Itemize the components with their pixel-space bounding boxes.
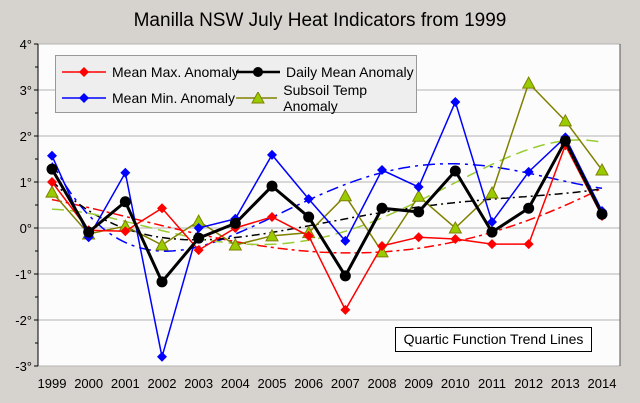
series-line: [51, 143, 603, 312]
data-point: [193, 232, 205, 244]
data-point: [46, 163, 58, 175]
data-point: [411, 189, 426, 202]
data-point: [303, 230, 314, 241]
data-point: [339, 270, 351, 282]
data-point: [193, 245, 204, 256]
data-point: [377, 165, 387, 176]
legend-item: Daily Mean Anomaly: [236, 61, 414, 83]
x-tick-label: 2013: [551, 376, 580, 391]
data-point: [596, 208, 608, 220]
x-tick-label: 2009: [404, 376, 433, 391]
data-point: [120, 167, 131, 178]
data-point: [338, 188, 353, 202]
data-point: [303, 211, 315, 223]
x-tick-label: 2012: [514, 376, 543, 391]
data-point: [595, 162, 609, 176]
data-point: [157, 351, 167, 362]
data-point: [413, 232, 424, 243]
legend-swatch-mean-min: [62, 93, 106, 103]
legend-swatch-subsoil: [236, 92, 278, 104]
data-point: [193, 223, 204, 233]
data-point: [45, 185, 59, 198]
y-tick-label: -3°: [15, 359, 32, 374]
y-tick-label: 3°: [20, 83, 32, 98]
x-tick-label: 2010: [441, 376, 470, 391]
legend-item: Mean Min. Anomaly: [62, 87, 235, 109]
data-point: [523, 202, 535, 214]
x-tick-label: 2014: [588, 376, 617, 391]
trend-line: [51, 162, 603, 252]
x-tick-label: 2011: [478, 376, 506, 391]
data-point: [559, 135, 571, 147]
data-point: [523, 239, 534, 250]
series-line: [51, 99, 603, 358]
legend-swatch-daily-mean: [236, 67, 280, 77]
data-point: [486, 226, 498, 238]
x-tick-label: 2004: [221, 376, 250, 391]
x-tick-label: 2005: [258, 376, 287, 391]
legend-swatch-mean-max: [62, 67, 106, 77]
x-tick-label: 2008: [368, 376, 397, 391]
data-point: [450, 234, 461, 245]
legend-label: Mean Max. Anomaly: [112, 64, 239, 80]
data-point: [119, 196, 131, 208]
data-point: [156, 276, 168, 288]
series-line: [50, 137, 604, 285]
x-tick-label: 2002: [148, 376, 177, 391]
data-point: [47, 150, 57, 161]
data-point: [266, 180, 278, 192]
data-point: [267, 149, 277, 160]
data-point: [228, 237, 243, 251]
y-tick-label: -1°: [15, 267, 32, 282]
legend-label: Daily Mean Anomaly: [286, 64, 414, 80]
trend-line: [51, 187, 603, 254]
data-point: [521, 76, 536, 89]
y-tick-label: -2°: [15, 313, 32, 328]
data-point: [265, 228, 279, 242]
trend-annotation: Quartic Function Trend Lines: [395, 327, 592, 352]
data-point: [487, 239, 497, 250]
data-point: [487, 217, 497, 228]
data-point: [558, 113, 573, 127]
x-tick-label: 2006: [294, 376, 323, 391]
data-point: [120, 226, 131, 237]
legend-item: Subsoil Temp Anomaly: [236, 82, 416, 114]
data-point: [450, 96, 461, 107]
data-point: [303, 194, 314, 205]
y-tick-label: 1°: [20, 175, 32, 190]
y-tick-label: 4°: [20, 37, 32, 52]
data-point: [413, 206, 425, 218]
x-tick-label: 1999: [38, 376, 67, 391]
data-point: [83, 226, 95, 238]
data-point: [267, 211, 277, 222]
data-point: [229, 217, 241, 229]
legend-label: Mean Min. Anomaly: [112, 90, 235, 106]
legend-item: Mean Max. Anomaly: [62, 61, 239, 83]
series-line: [51, 81, 603, 254]
data-point: [448, 220, 463, 234]
data-point: [155, 237, 169, 251]
x-tick-label: 2003: [184, 376, 213, 391]
data-point: [413, 182, 424, 193]
data-point: [485, 185, 499, 199]
data-point: [47, 177, 57, 187]
y-tick-label: 0°: [20, 221, 32, 236]
y-tick-label: 2°: [20, 129, 32, 144]
x-tick-label: 2000: [74, 376, 103, 391]
legend-label: Subsoil Temp Anomaly: [283, 82, 368, 114]
data-point: [340, 304, 351, 315]
data-point: [157, 203, 167, 214]
data-point: [523, 166, 534, 177]
data-point: [377, 240, 387, 251]
x-tick-label: 2001: [111, 376, 140, 391]
x-tick-label: 2007: [331, 376, 360, 391]
data-point: [376, 202, 388, 214]
trend-line: [51, 180, 603, 241]
trend-line: [51, 139, 603, 246]
legend: Mean Max. Anomaly Mean Min. Anomaly Dail…: [55, 55, 417, 114]
data-point: [449, 165, 461, 177]
data-point: [340, 235, 351, 246]
chart-title: Manilla NSW July Heat Indicators from 19…: [133, 10, 507, 31]
